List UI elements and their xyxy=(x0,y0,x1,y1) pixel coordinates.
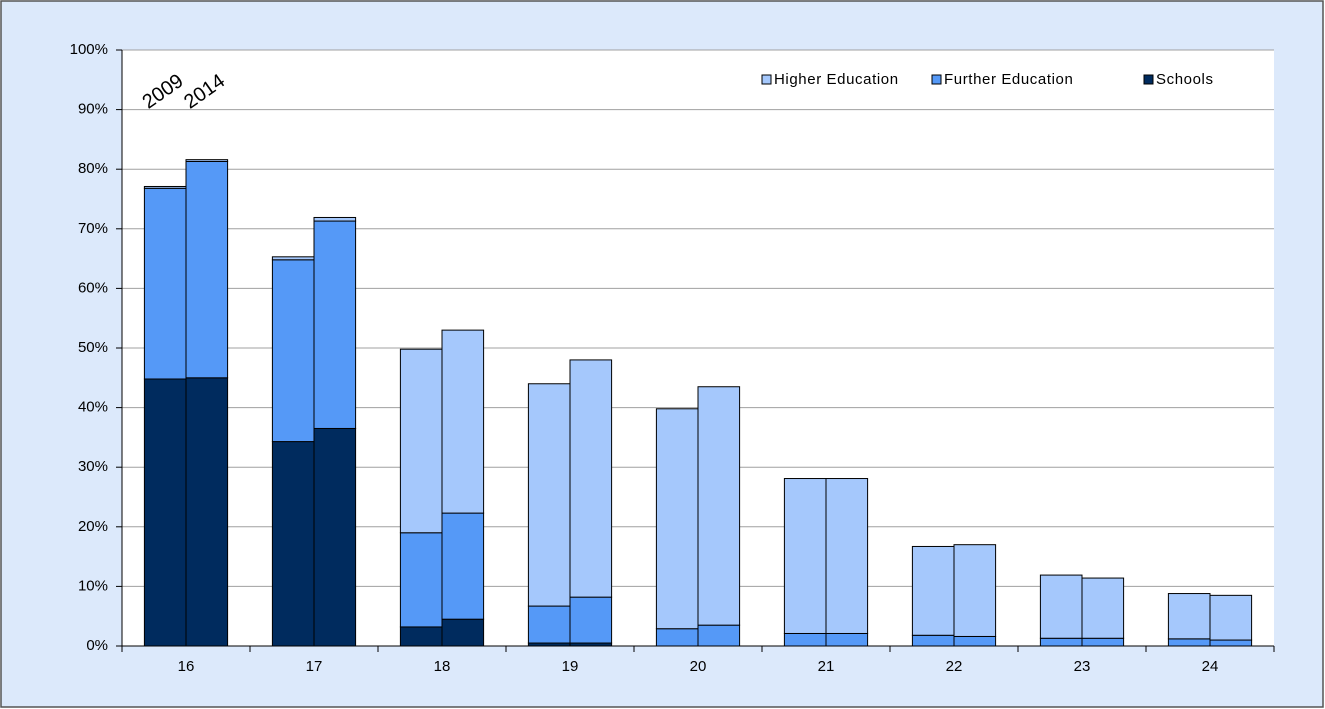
bar-segment xyxy=(783,478,827,634)
x-tick-label: 21 xyxy=(818,658,835,675)
bar-segment xyxy=(569,359,613,598)
bar-segment xyxy=(655,628,699,647)
y-tick-label: 30% xyxy=(78,458,108,475)
bar-segment xyxy=(527,383,571,607)
bar-segment xyxy=(1081,637,1125,647)
legend-label: Higher Education xyxy=(774,71,899,88)
bar-segment xyxy=(313,216,357,222)
bar-segment xyxy=(143,378,187,647)
bar-segment xyxy=(911,634,955,647)
y-tick-label: 100% xyxy=(70,41,108,58)
bar-segment xyxy=(185,160,229,379)
bar-segment xyxy=(1081,577,1125,639)
bar-segment xyxy=(441,512,485,620)
bar-segment xyxy=(1209,639,1253,647)
bar-segment xyxy=(783,632,827,647)
y-tick-label: 80% xyxy=(78,160,108,177)
bar-segment xyxy=(185,159,229,162)
bar-segment xyxy=(441,618,485,647)
x-tick-label: 24 xyxy=(1202,658,1219,675)
x-tick-label: 18 xyxy=(434,658,451,675)
bar-segment xyxy=(271,441,315,647)
bar-segment xyxy=(697,624,741,647)
bar-segment xyxy=(399,532,443,628)
bar-segment xyxy=(143,187,187,380)
legend-label: Schools xyxy=(1156,71,1214,88)
bar-segment xyxy=(697,386,741,626)
x-tick-label: 19 xyxy=(562,658,579,675)
y-tick-label: 40% xyxy=(78,399,108,416)
bar-segment xyxy=(825,478,869,634)
bar-segment xyxy=(1167,638,1211,647)
legend-label: Further Education xyxy=(944,71,1073,88)
bar-segment xyxy=(271,256,315,261)
bar-segment xyxy=(655,408,699,630)
legend-swatch xyxy=(1143,74,1154,85)
legend-swatch xyxy=(761,74,772,85)
bar-segment xyxy=(1039,574,1083,639)
bar-segment xyxy=(1209,594,1253,641)
bar-segment xyxy=(185,377,229,647)
bar-segment xyxy=(143,185,187,189)
x-tick-label: 17 xyxy=(306,658,323,675)
bar-segment xyxy=(271,259,315,443)
x-tick-label: 20 xyxy=(690,658,707,675)
y-tick-label: 90% xyxy=(78,101,108,118)
y-tick-label: 70% xyxy=(78,220,108,237)
bar-segment xyxy=(1039,637,1083,647)
bar-segment xyxy=(527,605,571,644)
bar-segment xyxy=(911,545,955,636)
y-tick-label: 0% xyxy=(86,637,108,654)
y-tick-label: 10% xyxy=(78,577,108,594)
bar-segment xyxy=(953,635,997,647)
bar-segment xyxy=(399,348,443,534)
bar-segment xyxy=(313,427,357,647)
x-tick-label: 16 xyxy=(178,658,195,675)
bar-segment xyxy=(825,632,869,647)
bar-segment xyxy=(953,544,997,637)
legend-swatch xyxy=(931,74,942,85)
bar-segment xyxy=(399,626,443,647)
x-tick-label: 23 xyxy=(1074,658,1091,675)
bar-segment xyxy=(441,329,485,514)
y-tick-label: 20% xyxy=(78,518,108,535)
bar-segment xyxy=(1167,593,1211,640)
y-tick-label: 50% xyxy=(78,339,108,356)
y-tick-label: 60% xyxy=(78,279,108,296)
x-tick-label: 22 xyxy=(946,658,963,675)
bar-segment xyxy=(313,220,357,429)
bar-segment xyxy=(569,596,613,644)
